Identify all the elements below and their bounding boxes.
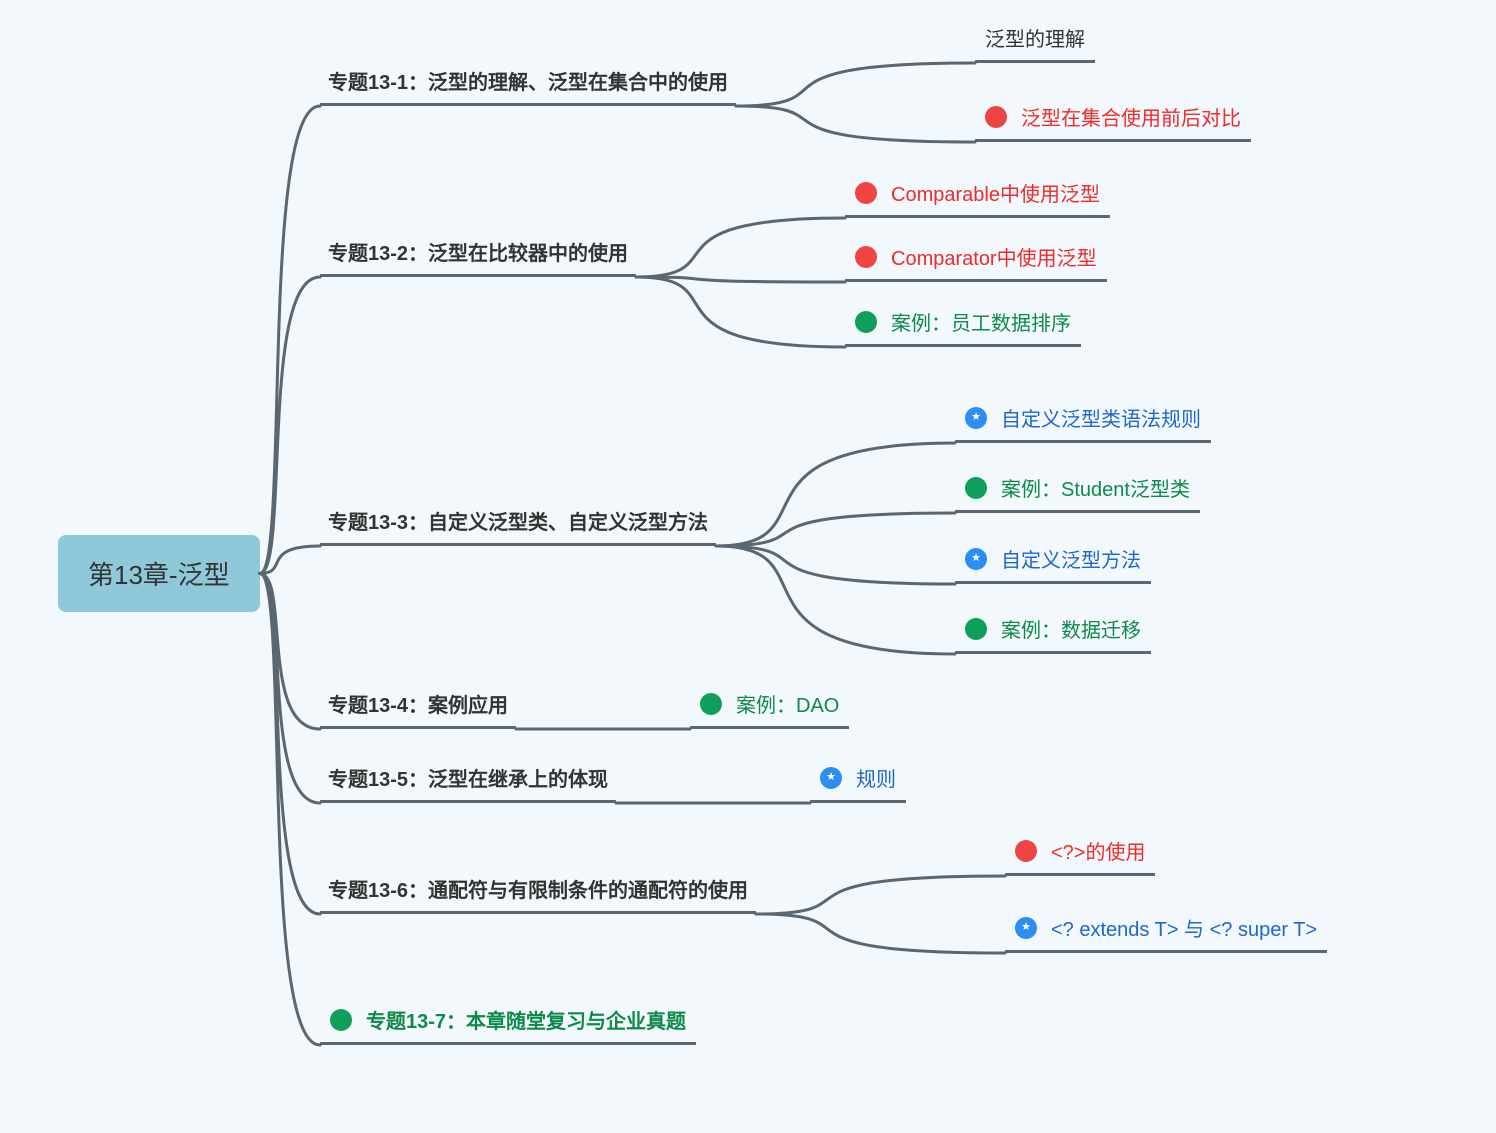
leaf-label: 案例：员工数据排序 (891, 307, 1071, 336)
leaf-label: 自定义泛型方法 (1001, 544, 1141, 573)
marker-green-icon (965, 477, 987, 499)
topic-13-5[interactable]: 专题13-5：泛型在继承上的体现 (320, 757, 616, 803)
leaf-label: 案例：数据迁移 (1001, 614, 1141, 643)
leaf-label: <? extends T> 与 <? super T> (1051, 913, 1317, 942)
topic-13-6[interactable]: 专题13-6：通配符与有限制条件的通配符的使用 (320, 868, 756, 914)
root-node[interactable]: 第13章-泛型 (58, 535, 260, 612)
topic-label: 专题13-7：本章随堂复习与企业真题 (366, 1005, 686, 1034)
leaf-label: 案例：Student泛型类 (1001, 473, 1190, 502)
topic-13-4[interactable]: 专题13-4：案例应用 (320, 683, 516, 729)
marker-red-icon (985, 106, 1007, 128)
topic-13-7[interactable]: 专题13-7：本章随堂复习与企业真题 (320, 999, 696, 1045)
leaf-wildcard[interactable]: <?>的使用 (1005, 830, 1155, 876)
topic-13-1[interactable]: 专题13-1：泛型的理解、泛型在集合中的使用 (320, 60, 736, 106)
leaf-label: <?>的使用 (1051, 836, 1145, 865)
topic-13-2[interactable]: 专题13-2：泛型在比较器中的使用 (320, 231, 636, 277)
marker-red-icon (855, 182, 877, 204)
leaf-label: 泛型在集合使用前后对比 (1021, 102, 1241, 131)
leaf-custom-generic-method[interactable]: 自定义泛型方法 (955, 538, 1151, 584)
leaf-custom-generic-class-rules[interactable]: 自定义泛型类语法规则 (955, 397, 1211, 443)
leaf-label: Comparable中使用泛型 (891, 178, 1100, 207)
marker-green-icon (330, 1009, 352, 1031)
marker-red-icon (1015, 840, 1037, 862)
marker-red-icon (855, 246, 877, 268)
marker-green-icon (700, 693, 722, 715)
marker-star-icon (965, 407, 987, 429)
marker-star-icon (1015, 917, 1037, 939)
leaf-label: 规则 (856, 763, 896, 792)
leaf-rules[interactable]: 规则 (810, 757, 906, 803)
leaf-generics-understanding[interactable]: 泛型的理解 (975, 17, 1095, 63)
marker-star-icon (820, 767, 842, 789)
marker-star-icon (965, 548, 987, 570)
leaf-dao[interactable]: 案例：DAO (690, 683, 849, 729)
marker-green-icon (965, 618, 987, 640)
leaf-label: 案例：DAO (736, 689, 839, 718)
leaf-comparator[interactable]: Comparator中使用泛型 (845, 236, 1107, 282)
topic-13-3[interactable]: 专题13-3：自定义泛型类、自定义泛型方法 (320, 500, 716, 546)
leaf-label: 自定义泛型类语法规则 (1001, 403, 1201, 432)
leaf-data-migration[interactable]: 案例：数据迁移 (955, 608, 1151, 654)
leaf-label: Comparator中使用泛型 (891, 242, 1097, 271)
leaf-comparable[interactable]: Comparable中使用泛型 (845, 172, 1110, 218)
leaf-student-generic[interactable]: 案例：Student泛型类 (955, 467, 1200, 513)
leaf-generics-collection-compare[interactable]: 泛型在集合使用前后对比 (975, 96, 1251, 142)
leaf-employee-sort[interactable]: 案例：员工数据排序 (845, 301, 1081, 347)
leaf-bounded-wildcard[interactable]: <? extends T> 与 <? super T> (1005, 907, 1327, 953)
marker-green-icon (855, 311, 877, 333)
